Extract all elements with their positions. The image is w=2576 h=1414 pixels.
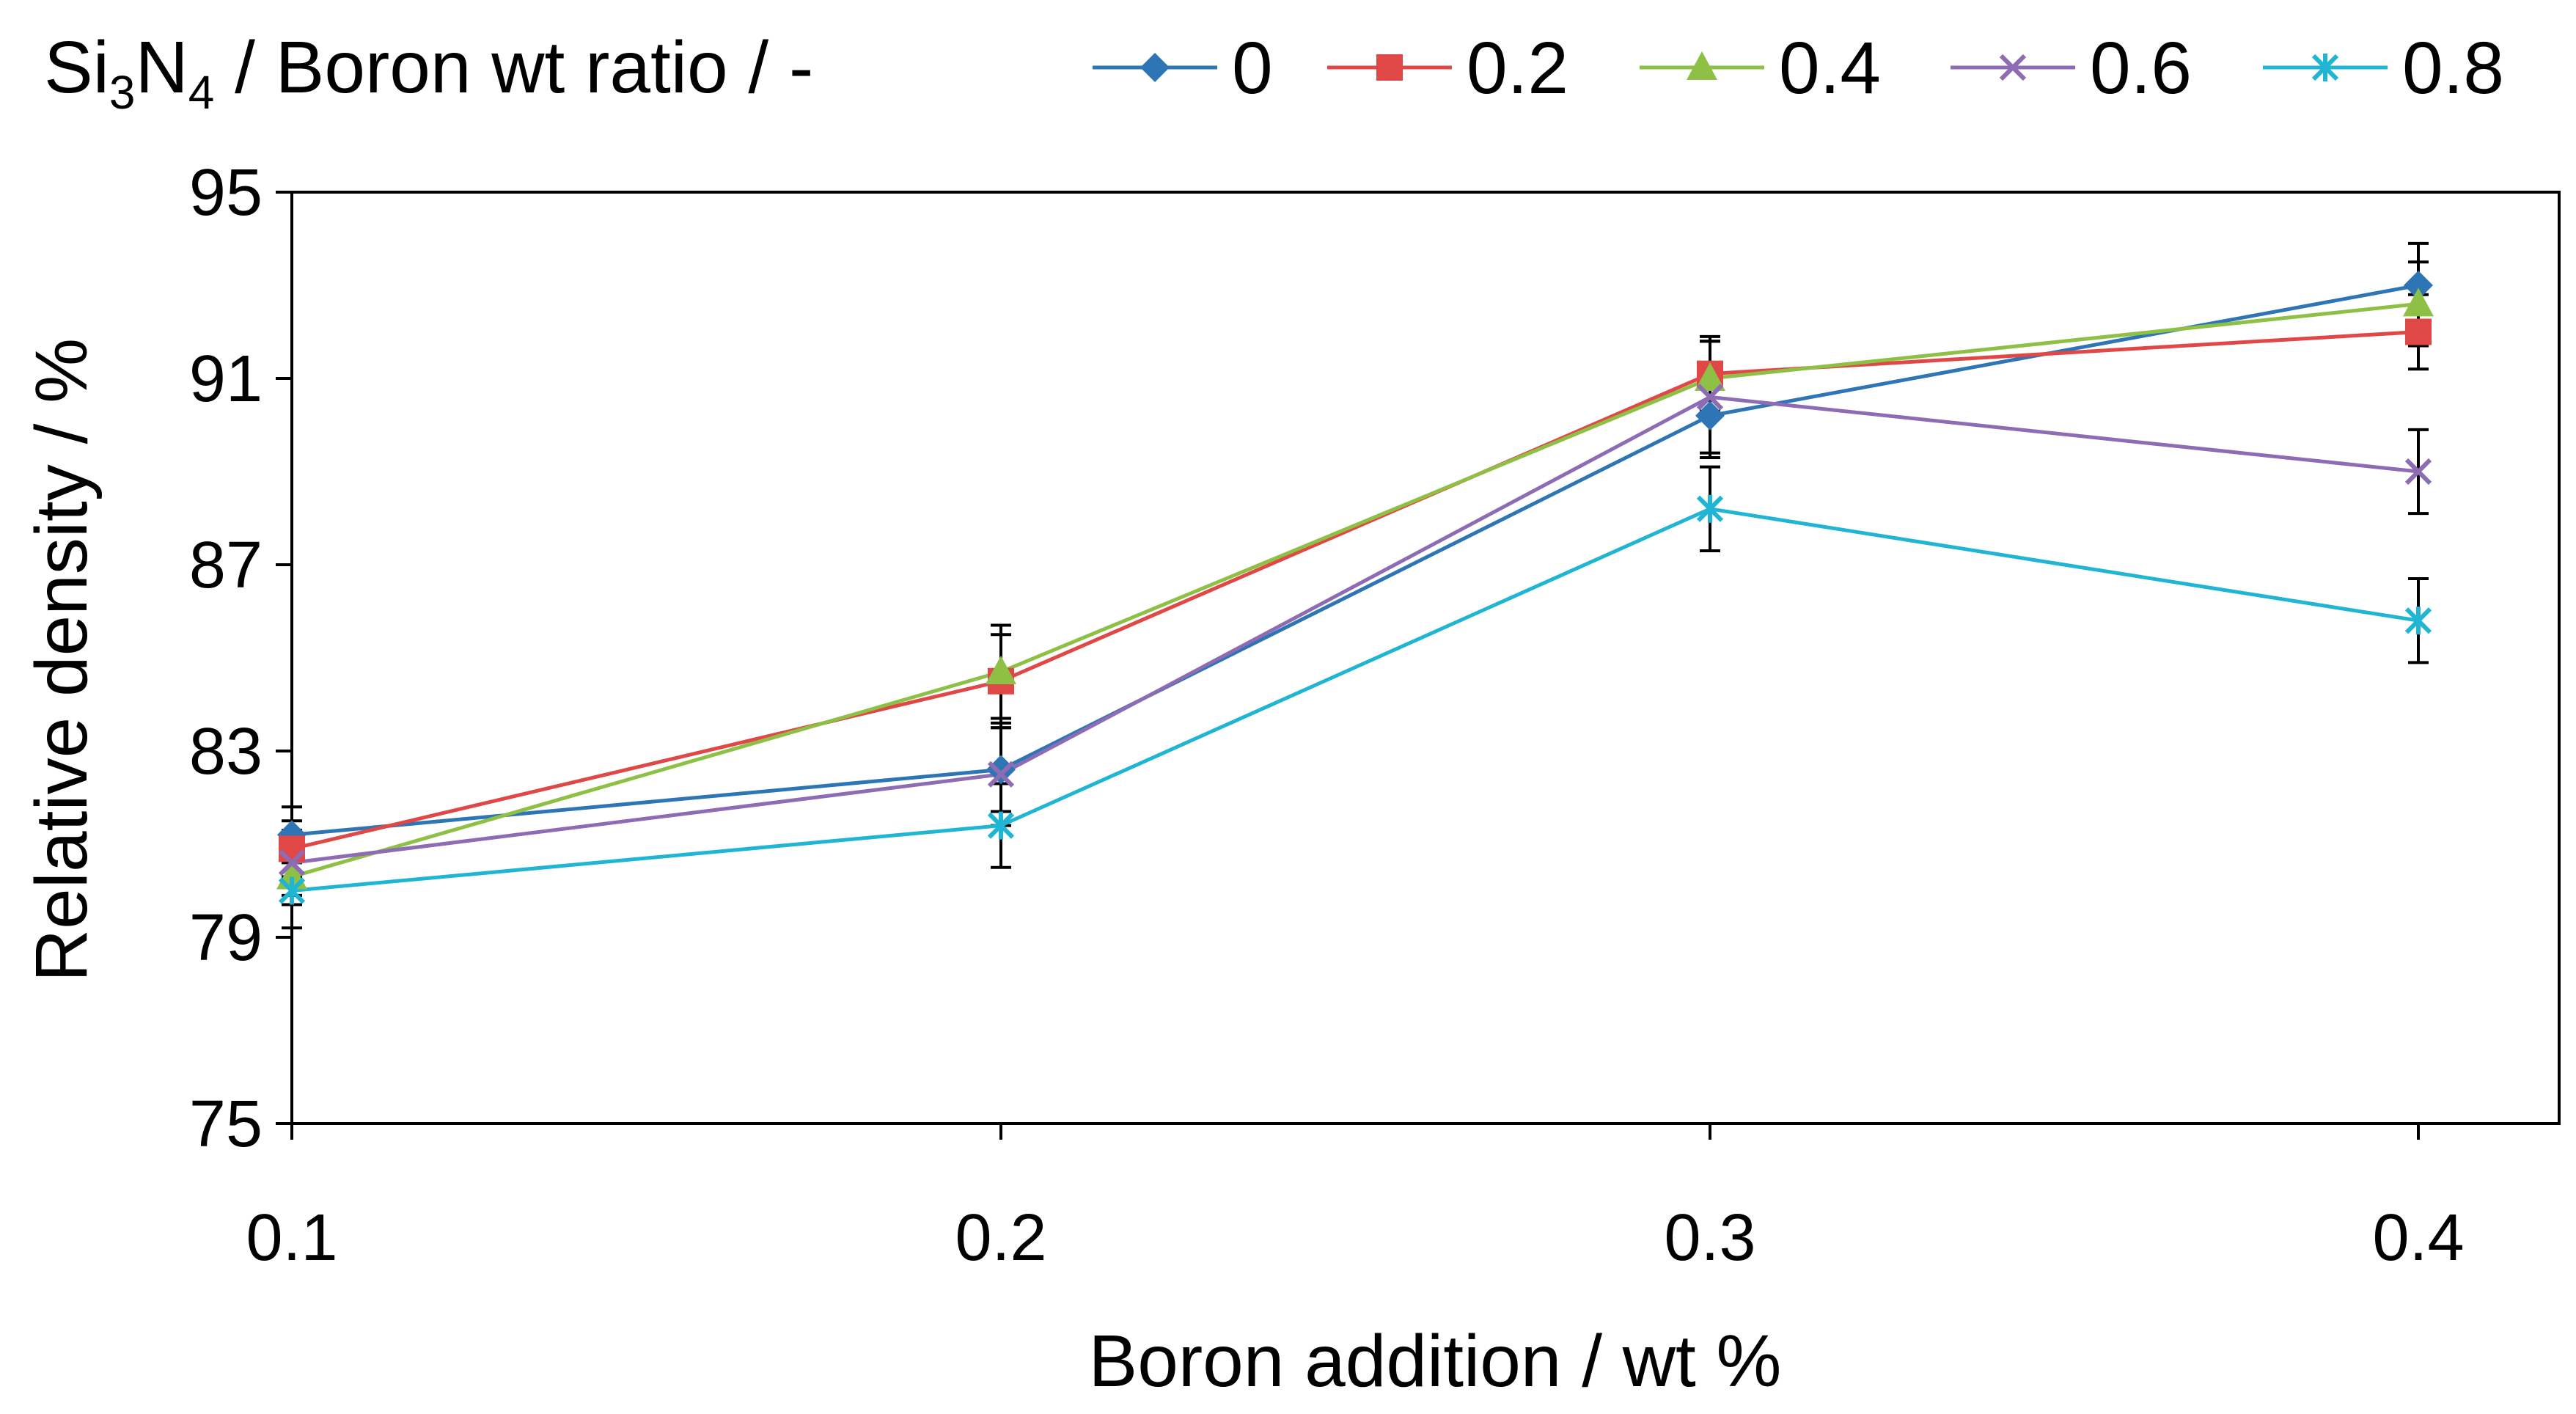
data-point-stroke <box>278 849 306 876</box>
legend-title: Si3N4 / Boron wt ratio / - <box>44 26 813 119</box>
data-point <box>2405 318 2432 345</box>
legend-item-2: 0.4 <box>1640 27 1881 109</box>
legend-marker <box>1376 54 1403 81</box>
legend-title-n: N <box>136 26 188 109</box>
data-point <box>2404 607 2432 635</box>
data-point <box>1696 494 1724 523</box>
y-tick-label: 95 <box>189 156 263 230</box>
y-tick-label: 79 <box>189 901 263 975</box>
legend-label: 0.6 <box>2090 27 2192 109</box>
y-axis: 75 79 83 87 91 95 <box>189 156 292 1161</box>
data-point <box>2404 458 2432 486</box>
legend-title-sub-3: 3 <box>109 66 136 119</box>
legend-item-3: 0.6 <box>1951 27 2192 109</box>
legend-marker <box>2311 54 2339 81</box>
data-point-stroke <box>987 761 1015 788</box>
plot-frame <box>290 191 2561 1125</box>
legend-label: 0.4 <box>1779 27 1881 109</box>
legend-label: 0.8 <box>2402 27 2504 109</box>
legend-marker <box>1687 51 1717 80</box>
data-point <box>987 811 1015 840</box>
series-layer <box>276 241 2434 930</box>
y-tick-label: 91 <box>189 342 263 416</box>
x-tick-label: 0.1 <box>246 1201 337 1275</box>
legend-marker <box>1140 53 1170 82</box>
data-point <box>279 835 305 862</box>
legend-label: 0.2 <box>1467 27 1568 109</box>
x-tick-label: 0.4 <box>2372 1201 2464 1275</box>
legend-marker-stroke <box>1999 54 2027 81</box>
data-point <box>1695 400 1725 431</box>
legend-marker <box>1999 54 2027 81</box>
x-tick-label: 0.3 <box>1664 1201 1755 1275</box>
y-tick-label: 87 <box>189 529 263 602</box>
data-point <box>1696 384 1724 411</box>
legend-label: 0 <box>1232 27 1273 109</box>
y-tick-label: 83 <box>189 715 263 788</box>
data-point <box>986 755 1016 785</box>
data-point-stroke <box>2404 458 2432 486</box>
x-axis: 0.1 0.2 0.3 0.4 <box>246 1124 2465 1275</box>
series-markers <box>276 271 2434 905</box>
legend-title-sub-4: 4 <box>188 66 215 119</box>
legend-items: 0 0.2 0.4 0.6 0.8 <box>1093 27 2504 109</box>
x-axis-title: Boron addition / wt % <box>1089 1320 1782 1402</box>
x-tick-label: 0.2 <box>955 1201 1046 1275</box>
series-line-2 <box>291 301 2419 879</box>
data-point <box>987 761 1015 788</box>
legend: Si3N4 / Boron wt ratio / - 0 0.2 0.4 0.6 0.8 <box>44 26 2504 119</box>
legend-item-0: 0 <box>1093 27 1273 109</box>
series-line-4 <box>291 507 2419 893</box>
legend-item-4: 0.8 <box>2263 27 2504 109</box>
data-point <box>278 849 306 876</box>
y-axis-title: Relative density / % <box>21 338 103 982</box>
data-point <box>1695 362 1725 391</box>
data-point-stroke <box>1696 384 1724 411</box>
legend-item-1: 0.2 <box>1327 27 1568 109</box>
series-lines <box>291 283 2419 893</box>
series-line-3 <box>291 395 2419 865</box>
legend-title-rest: / Boron wt ratio / - <box>214 26 813 109</box>
data-point <box>2403 287 2434 317</box>
y-tick-label: 75 <box>189 1088 263 1161</box>
data-point <box>2404 271 2433 300</box>
data-point <box>986 656 1016 685</box>
series-line-1 <box>291 330 2419 851</box>
series-line-0 <box>291 283 2419 837</box>
data-point <box>278 876 306 905</box>
legend-title-si: Si <box>44 26 109 109</box>
